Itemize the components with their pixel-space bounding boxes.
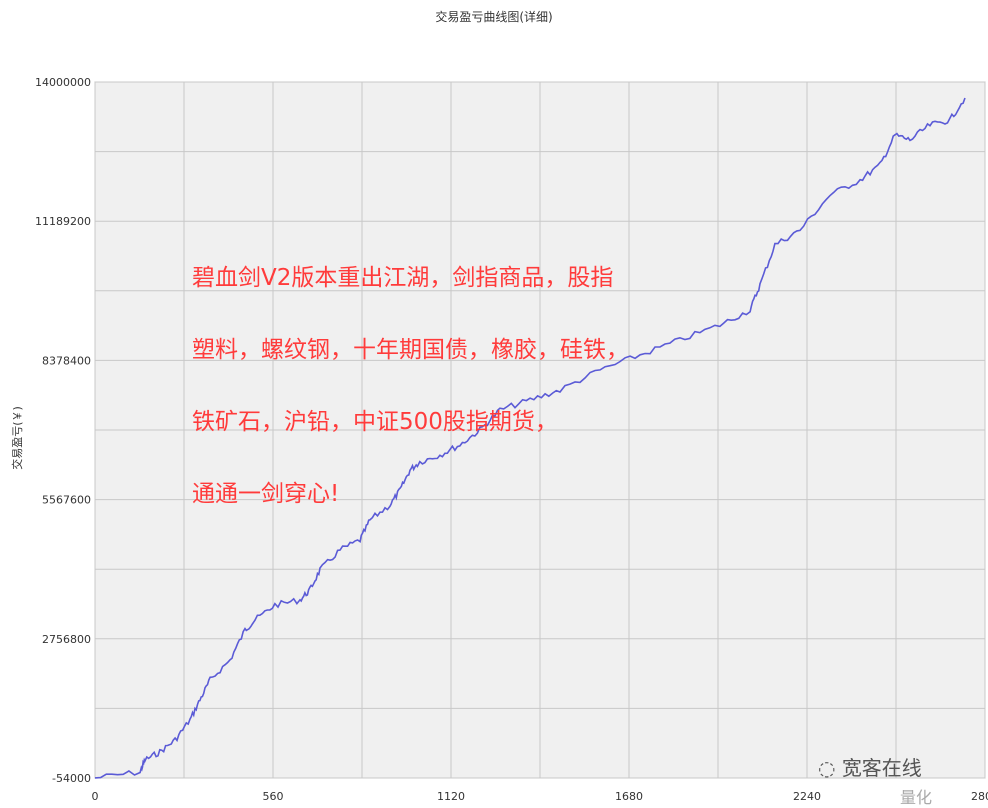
y-tick-label: 11189200: [35, 215, 91, 228]
annotation-line: 铁矿石，沪铅，中证500股指期货，: [192, 409, 558, 435]
annotation-line: 通通一剑穿心!: [192, 481, 340, 507]
annotation: 碧血剑V2版本重出江湖，剑指商品，股指 塑料，螺纹钢，十年期国债，橡胶，硅铁， …: [192, 224, 629, 548]
annotation-line: 碧血剑V2版本重出江湖，剑指商品，股指: [192, 265, 614, 291]
watermark-text: 宽客在线: [841, 756, 922, 780]
wechat-icon: ◌: [818, 756, 842, 780]
x-tick-label: 1120: [437, 790, 465, 803]
x-tick-label: 2240: [793, 790, 821, 803]
x-tick-label: 0: [92, 790, 99, 803]
x-tick-label: 2800: [971, 790, 988, 803]
y-tick-label: 5567600: [42, 494, 91, 507]
annotation-line: 塑料，螺纹钢，十年期国债，橡胶，硅铁，: [192, 337, 629, 363]
y-tick-label: 14000000: [35, 76, 91, 89]
x-tick-label: 1680: [615, 790, 643, 803]
chart-title: 交易盈亏曲线图(详细): [435, 10, 553, 24]
equity-curve: [94, 97, 966, 779]
x-tick-label: 560: [263, 790, 284, 803]
y-tick-label: -54000: [52, 772, 91, 785]
watermark: ◌ 宽客在线: [818, 752, 922, 781]
y-tick-label: 2756800: [42, 633, 91, 646]
watermark-sub: 量化: [900, 788, 933, 807]
y-tick-label: 8378400: [42, 354, 91, 367]
